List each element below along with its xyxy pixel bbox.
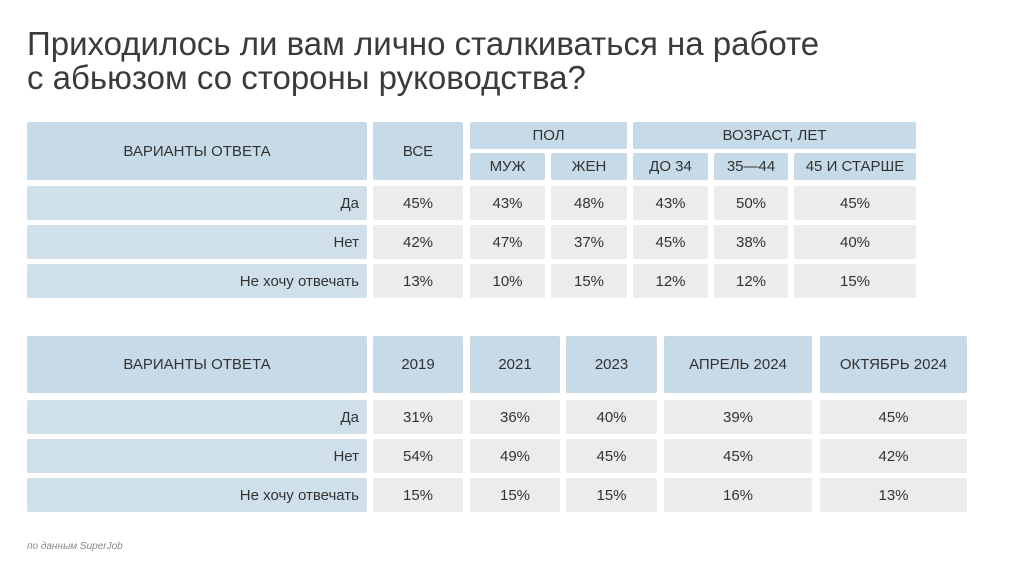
data-cell: 50% [714, 186, 788, 220]
row-label: Не хочу отвечать [27, 264, 367, 298]
data-cell: 45% [566, 439, 657, 473]
row-label: Да [27, 400, 367, 434]
row-label: Нет [27, 225, 367, 259]
header-cell: ЖЕН [551, 153, 627, 180]
title: Приходилось ли вам лично сталкиваться на… [27, 25, 820, 62]
header-cell: 2019 [373, 336, 463, 393]
header-cell: 2023 [566, 336, 657, 393]
header-cell: ОКТЯБРЬ 2024 [820, 336, 967, 393]
header-cell: ВСЕ [373, 122, 463, 180]
data-cell: 38% [714, 225, 788, 259]
data-cell: 13% [373, 264, 463, 298]
data-cell: 36% [470, 400, 560, 434]
data-cell: 43% [470, 186, 545, 220]
data-cell: 45% [664, 439, 812, 473]
data-cell: 15% [794, 264, 916, 298]
header-cell: 45 И СТАРШЕ [794, 153, 916, 180]
data-cell: 45% [633, 225, 708, 259]
title: с абьюзом со стороны руководства? [27, 59, 586, 96]
data-cell: 15% [373, 478, 463, 512]
header-cell: МУЖ [470, 153, 545, 180]
header-cell: ВАРИАНТЫ ОТВЕТА [27, 336, 367, 393]
header-cell: ВОЗРАСТ, ЛЕТ [633, 122, 916, 149]
header-cell: ВАРИАНТЫ ОТВЕТА [27, 122, 367, 180]
data-cell: 16% [664, 478, 812, 512]
data-cell: 39% [664, 400, 812, 434]
source: по данным SuperJob [27, 541, 123, 552]
data-cell: 42% [820, 439, 967, 473]
header-cell: 2021 [470, 336, 560, 393]
data-cell: 42% [373, 225, 463, 259]
data-cell: 15% [470, 478, 560, 512]
data-cell: 12% [633, 264, 708, 298]
header-cell: 35—44 [714, 153, 788, 180]
data-cell: 47% [470, 225, 545, 259]
header-cell: АПРЕЛЬ 2024 [664, 336, 812, 393]
data-cell: 13% [820, 478, 967, 512]
data-cell: 37% [551, 225, 627, 259]
data-cell: 45% [820, 400, 967, 434]
data-cell: 45% [794, 186, 916, 220]
row-label: Да [27, 186, 367, 220]
header-cell: ПОЛ [470, 122, 627, 149]
data-cell: 43% [633, 186, 708, 220]
data-cell: 54% [373, 439, 463, 473]
data-cell: 40% [794, 225, 916, 259]
data-cell: 12% [714, 264, 788, 298]
header-cell: ДО 34 [633, 153, 708, 180]
data-cell: 15% [551, 264, 627, 298]
data-cell: 40% [566, 400, 657, 434]
data-cell: 15% [566, 478, 657, 512]
row-label: Не хочу отвечать [27, 478, 367, 512]
data-cell: 31% [373, 400, 463, 434]
data-cell: 10% [470, 264, 545, 298]
data-cell: 49% [470, 439, 560, 473]
data-cell: 45% [373, 186, 463, 220]
data-cell: 48% [551, 186, 627, 220]
row-label: Нет [27, 439, 367, 473]
